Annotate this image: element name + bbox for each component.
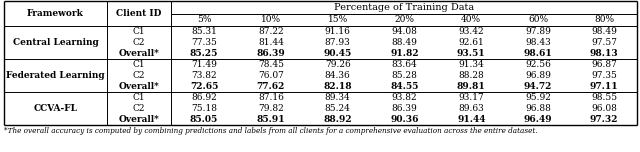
Text: 20%: 20% [394,16,415,24]
Text: 92.61: 92.61 [458,38,484,47]
Text: 40%: 40% [461,16,481,24]
Text: 80%: 80% [594,16,614,24]
Text: 94.08: 94.08 [392,27,417,36]
Text: 91.34: 91.34 [458,60,484,69]
Text: 84.55: 84.55 [390,82,419,91]
Text: 97.35: 97.35 [591,71,617,80]
Text: 85.31: 85.31 [191,27,217,36]
Text: 93.82: 93.82 [392,93,417,102]
Text: 96.88: 96.88 [525,104,551,113]
Text: 97.57: 97.57 [591,38,617,47]
Text: 90.36: 90.36 [390,115,419,124]
Text: 85.91: 85.91 [257,115,285,124]
Text: 81.44: 81.44 [258,38,284,47]
Text: 98.13: 98.13 [590,49,619,58]
Text: Overall*: Overall* [118,115,159,124]
Text: 5%: 5% [197,16,211,24]
Text: *The overall accuracy is computed by combining predictions and labels from all c: *The overall accuracy is computed by com… [4,127,538,135]
Text: 10%: 10% [261,16,281,24]
Text: 86.92: 86.92 [191,93,217,102]
Text: 89.34: 89.34 [325,93,351,102]
Text: 15%: 15% [328,16,348,24]
Text: Federated Learning: Federated Learning [6,71,105,80]
Text: C1: C1 [132,60,145,69]
Text: 75.18: 75.18 [191,104,217,113]
Text: 73.82: 73.82 [191,71,217,80]
Text: 85.24: 85.24 [324,104,351,113]
Text: 93.51: 93.51 [457,49,486,58]
Text: 97.11: 97.11 [590,82,618,91]
Text: 97.89: 97.89 [525,27,551,36]
Text: 88.49: 88.49 [392,38,417,47]
Text: 92.56: 92.56 [525,60,551,69]
Text: 98.61: 98.61 [524,49,552,58]
Text: 98.43: 98.43 [525,38,551,47]
Text: 94.72: 94.72 [524,82,552,91]
Text: 84.36: 84.36 [325,71,351,80]
Text: 91.44: 91.44 [457,115,486,124]
Text: Client ID: Client ID [116,9,161,18]
Text: 88.28: 88.28 [458,71,484,80]
Text: 91.16: 91.16 [324,27,351,36]
Text: 85.28: 85.28 [392,71,417,80]
Text: 91.82: 91.82 [390,49,419,58]
Text: 86.39: 86.39 [257,49,285,58]
Text: 96.89: 96.89 [525,71,551,80]
Text: Percentage of Training Data: Percentage of Training Data [334,3,474,12]
Text: 98.49: 98.49 [591,27,617,36]
Text: 89.81: 89.81 [457,82,486,91]
Text: C2: C2 [132,104,145,113]
Text: 79.26: 79.26 [325,60,351,69]
Text: 71.49: 71.49 [191,60,217,69]
Text: 87.93: 87.93 [325,38,351,47]
Text: 97.32: 97.32 [590,115,618,124]
Text: 90.45: 90.45 [324,49,352,58]
Text: 78.45: 78.45 [258,60,284,69]
Text: 77.35: 77.35 [191,38,217,47]
Text: Central Learning: Central Learning [13,38,99,47]
Text: 96.49: 96.49 [524,115,552,124]
Text: C2: C2 [132,38,145,47]
Text: 77.62: 77.62 [257,82,285,91]
Text: 86.39: 86.39 [392,104,417,113]
Text: C1: C1 [132,27,145,36]
Text: 76.07: 76.07 [258,71,284,80]
Text: 85.25: 85.25 [190,49,218,58]
Text: 82.18: 82.18 [323,82,352,91]
Text: 60%: 60% [528,16,548,24]
Text: Overall*: Overall* [118,82,159,91]
Text: 96.87: 96.87 [591,60,617,69]
Text: 83.64: 83.64 [392,60,417,69]
Text: 96.08: 96.08 [591,104,617,113]
Text: 87.22: 87.22 [258,27,284,36]
Text: C1: C1 [132,93,145,102]
Text: CCVA-FL: CCVA-FL [33,104,77,113]
Text: 85.05: 85.05 [190,115,218,124]
Text: Overall*: Overall* [118,49,159,58]
Text: 88.92: 88.92 [323,115,352,124]
Text: 89.63: 89.63 [458,104,484,113]
Text: 72.65: 72.65 [190,82,218,91]
Text: Framework: Framework [27,9,84,18]
Text: C2: C2 [132,71,145,80]
Text: 98.55: 98.55 [591,93,618,102]
Text: 79.82: 79.82 [258,104,284,113]
Text: 95.92: 95.92 [525,93,551,102]
Text: 87.16: 87.16 [258,93,284,102]
Text: 93.42: 93.42 [458,27,484,36]
Text: 93.17: 93.17 [458,93,484,102]
